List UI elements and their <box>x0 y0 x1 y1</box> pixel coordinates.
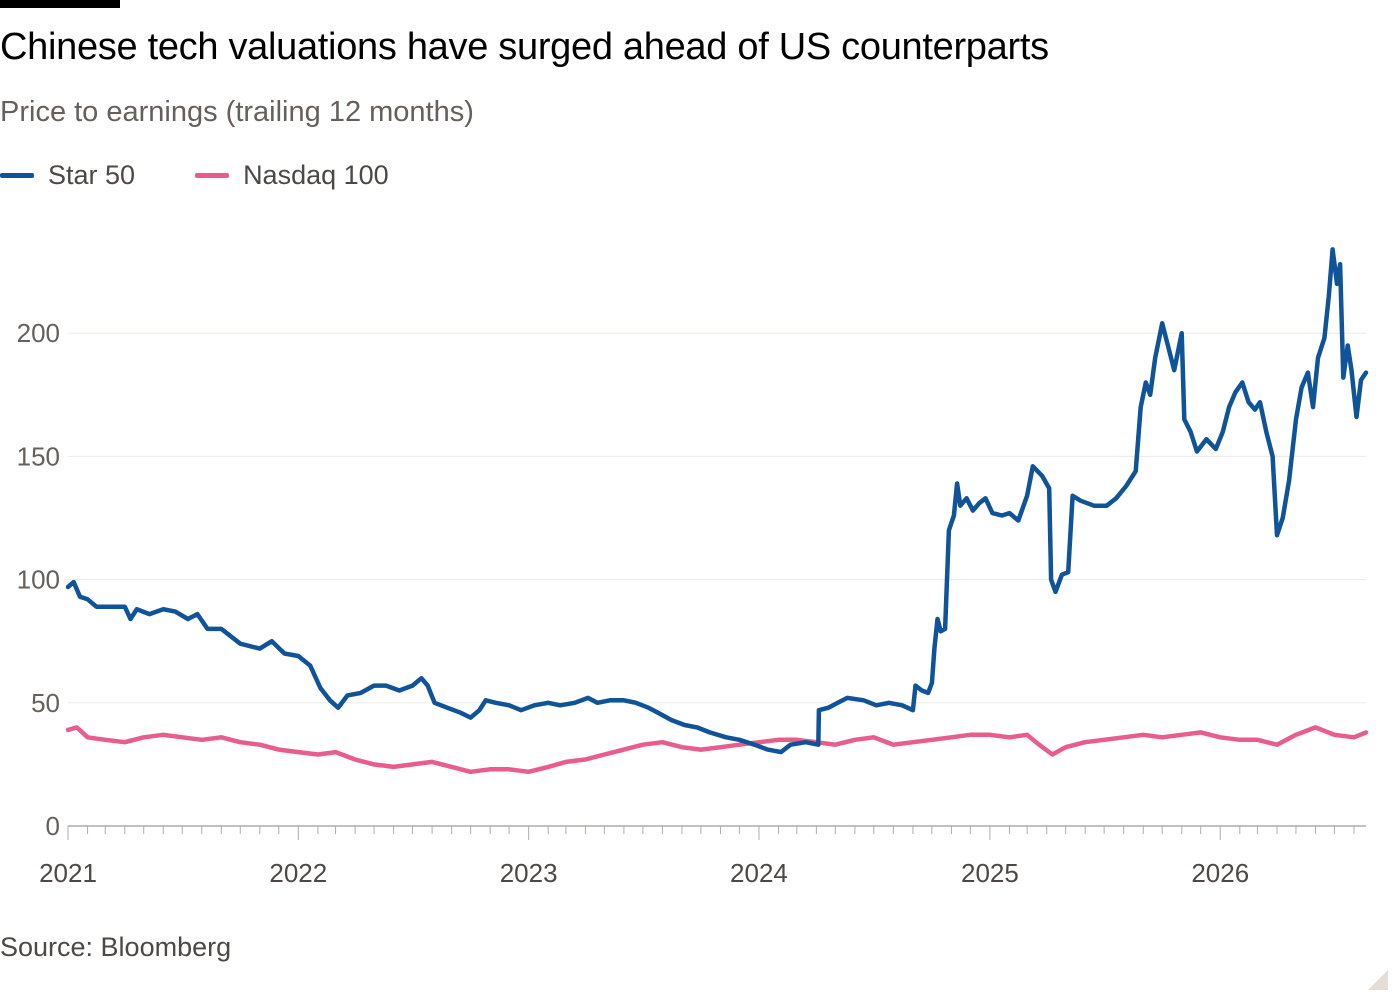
chart-legend: Star 50 Nasdaq 100 <box>0 160 389 191</box>
series-line-star-50 <box>65 247 1369 755</box>
x-tick-label-2024: 2024 <box>730 858 788 888</box>
y-tick-label-100: 100 <box>17 565 60 595</box>
chart-subtitle: Price to earnings (trailing 12 months) <box>0 96 474 128</box>
y-tick-label-200: 200 <box>17 318 60 348</box>
legend-item-star-50: Star 50 <box>0 160 135 191</box>
brand-top-bar <box>0 0 120 8</box>
x-tick-label-2022: 2022 <box>269 858 327 888</box>
legend-label-star-50: Star 50 <box>48 160 136 190</box>
legend-swatch-star-50 <box>0 173 34 178</box>
legend-swatch-nasdaq-100 <box>195 173 230 178</box>
legend-item-nasdaq-100: Nasdaq 100 <box>195 160 389 191</box>
chart-title: Chinese tech valuations have surged ahea… <box>0 26 1049 68</box>
y-tick-label-50: 50 <box>31 688 60 718</box>
x-tick-label-2026: 2026 <box>1191 858 1249 888</box>
series-line-nasdaq-100 <box>65 725 1369 775</box>
x-tick-label-2023: 2023 <box>500 858 558 888</box>
legend-label-nasdaq-100: Nasdaq 100 <box>243 160 389 190</box>
x-tick-label-2021: 2021 <box>39 858 97 888</box>
corner-fold-mark <box>1368 970 1388 990</box>
chart-source: Source: Bloomberg <box>0 932 232 962</box>
y-tick-label-0: 0 <box>46 811 60 841</box>
line-chart: 0 50 100 150 200 2021 2022 2023 2024 2025 2026 <box>17 247 1369 888</box>
y-tick-label-150: 150 <box>17 441 60 471</box>
x-tick-label-2025: 2025 <box>961 858 1019 888</box>
